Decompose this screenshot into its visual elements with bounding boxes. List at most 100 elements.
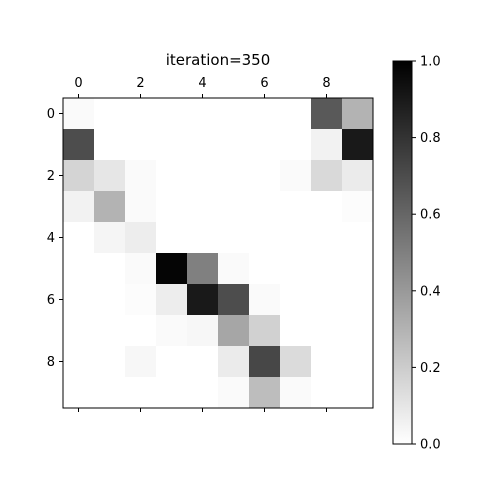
heatmap-cell-r5-c1 [94, 253, 126, 285]
heatmap-cell-r9-c7 [280, 377, 312, 409]
heatmap-cell-r6-c7 [280, 284, 312, 316]
heatmap-cell-r1-c2 [125, 129, 157, 161]
y-tick-label-4: 4 [47, 231, 55, 246]
heatmap-cell-r2-c2 [125, 160, 157, 192]
heatmap-cell-r4-c1 [94, 222, 126, 254]
heatmap-cell-r2-c7 [280, 160, 312, 192]
heatmap-cell-r5-c2 [125, 253, 157, 285]
heatmap-cell-r8-c2 [125, 346, 157, 378]
colorbar-tick-label-1: 0.2 [420, 361, 441, 376]
heatmap-cell-r5-c6 [249, 253, 281, 285]
heatmap-cell-r4-c5 [218, 222, 250, 254]
heatmap-cell-r0-c2 [125, 98, 157, 130]
heatmap-cell-r7-c0 [63, 315, 95, 347]
x-tick-label-6: 6 [260, 76, 268, 91]
heatmap-cells [63, 98, 374, 409]
colorbar-tick-label-0: 0.0 [420, 438, 441, 453]
y-tick-label-0: 0 [47, 107, 55, 122]
heatmap-cell-r7-c6 [249, 315, 281, 347]
heatmap-cell-r0-c3 [156, 98, 188, 130]
heatmap-cell-r8-c3 [156, 346, 188, 378]
heatmap-cell-r1-c1 [94, 129, 126, 161]
colorbar-tick-label-2: 0.4 [420, 284, 441, 299]
heatmap-cell-r4-c2 [125, 222, 157, 254]
heatmap-cell-r6-c9 [342, 284, 374, 316]
heatmap-cell-r8-c8 [311, 346, 343, 378]
y-tick-label-6: 6 [47, 293, 55, 308]
colorbar-axis: 0.0 0.2 0.4 0.6 0.8 1.0 [412, 55, 441, 453]
heatmap-cell-r8-c5 [218, 346, 250, 378]
y-axis: 0 2 4 6 8 [47, 107, 63, 370]
heatmap-cell-r3-c6 [249, 191, 281, 223]
heatmap-frame [62, 97, 374, 409]
heatmap-cell-r0-c5 [218, 98, 250, 130]
heatmap-cell-r7-c3 [156, 315, 188, 347]
heatmap-cell-r4-c0 [63, 222, 95, 254]
colorbar-tick-label-4: 0.8 [420, 131, 441, 146]
heatmap-cell-r1-c7 [280, 129, 312, 161]
heatmap-cell-r6-c8 [311, 284, 343, 316]
heatmap-cell-r2-c4 [187, 160, 219, 192]
y-tick-label-2: 2 [47, 169, 55, 184]
heatmap-cell-r6-c2 [125, 284, 157, 316]
heatmap-cell-r7-c7 [280, 315, 312, 347]
heatmap-cell-r0-c9 [342, 98, 374, 130]
heatmap-cell-r2-c5 [218, 160, 250, 192]
heatmap-cell-r5-c0 [63, 253, 95, 285]
heatmap-cell-r8-c9 [342, 346, 374, 378]
heatmap-cell-r3-c9 [342, 191, 374, 223]
heatmap-cell-r8-c7 [280, 346, 312, 378]
x-axis: 0 2 4 6 8 [74, 76, 331, 412]
heatmap-cell-r1-c3 [156, 129, 188, 161]
chart-title: iteration=350 [166, 51, 271, 69]
heatmap-cell-r6-c6 [249, 284, 281, 316]
heatmap-cell-r0-c0 [63, 98, 95, 130]
heatmap-cell-r1-c0 [63, 129, 95, 161]
heatmap-cell-r8-c4 [187, 346, 219, 378]
heatmap-cell-r3-c7 [280, 191, 312, 223]
heatmap-cell-r8-c1 [94, 346, 126, 378]
heatmap-cell-r0-c4 [187, 98, 219, 130]
heatmap-cell-r3-c0 [63, 191, 95, 223]
heatmap-cell-r4-c8 [311, 222, 343, 254]
heatmap-cell-r3-c3 [156, 191, 188, 223]
y-tick-label-8: 8 [47, 355, 55, 370]
heatmap-cell-r4-c4 [187, 222, 219, 254]
heatmap-cell-r1-c9 [342, 129, 374, 161]
heatmap-cell-r9-c8 [311, 377, 343, 409]
heatmap-cell-r5-c7 [280, 253, 312, 285]
heatmap-cell-r0-c1 [94, 98, 126, 130]
heatmap-cell-r2-c9 [342, 160, 374, 192]
heatmap-cell-r3-c1 [94, 191, 126, 223]
colorbar-tick-label-5: 1.0 [420, 55, 441, 70]
heatmap-cell-r5-c5 [218, 253, 250, 285]
heatmap-cell-r9-c3 [156, 377, 188, 409]
heatmap-cell-r4-c9 [342, 222, 374, 254]
colorbar [392, 60, 413, 445]
heatmap-cell-r5-c8 [311, 253, 343, 285]
heatmap-cell-r1-c8 [311, 129, 343, 161]
heatmap-cell-r2-c6 [249, 160, 281, 192]
heatmap-cell-r7-c8 [311, 315, 343, 347]
colorbar-tick-label-3: 0.6 [420, 208, 441, 223]
heatmap-cell-r1-c6 [249, 129, 281, 161]
heatmap-cell-r4-c6 [249, 222, 281, 254]
heatmap-cell-r8-c6 [249, 346, 281, 378]
x-tick-label-4: 4 [198, 76, 206, 91]
heatmap-cell-r0-c6 [249, 98, 281, 130]
heatmap-cell-r9-c4 [187, 377, 219, 409]
heatmap-cell-r4-c3 [156, 222, 188, 254]
x-tick-label-0: 0 [74, 76, 82, 91]
heatmap-cell-r9-c6 [249, 377, 281, 409]
x-tick-label-8: 8 [322, 76, 330, 91]
heatmap-cell-r6-c5 [218, 284, 250, 316]
x-tick-label-2: 2 [136, 76, 144, 91]
heatmap-cell-r5-c4 [187, 253, 219, 285]
heatmap-cell-r3-c2 [125, 191, 157, 223]
heatmap-cell-r5-c3 [156, 253, 188, 285]
heatmap-cell-r6-c3 [156, 284, 188, 316]
heatmap-cell-r1-c4 [187, 129, 219, 161]
heatmap-cell-r9-c0 [63, 377, 95, 409]
heatmap-cell-r7-c2 [125, 315, 157, 347]
heatmap-cell-r2-c8 [311, 160, 343, 192]
